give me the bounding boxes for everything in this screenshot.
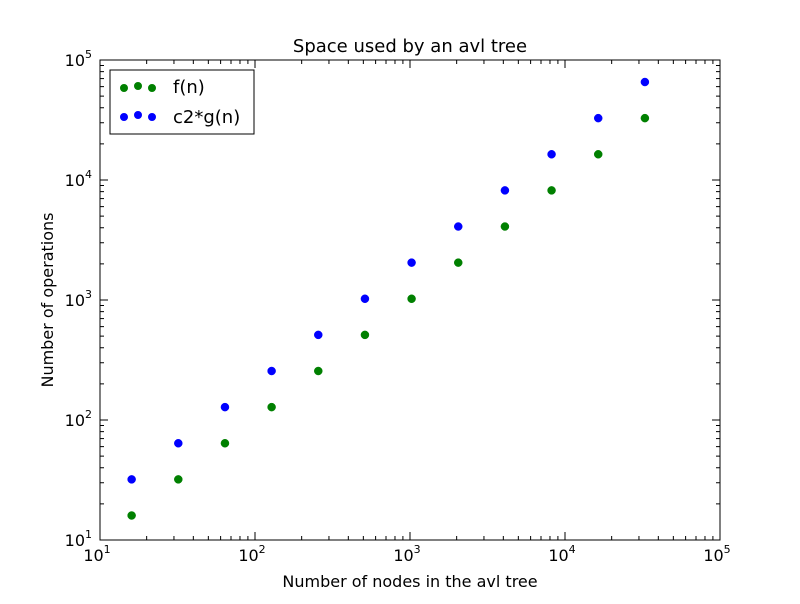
data-point-series-1 [127, 511, 136, 520]
legend: f(n) c2*g(n) [109, 69, 255, 135]
data-point-series-1 [454, 258, 463, 267]
legend-marker-series-1 [134, 82, 142, 90]
data-point-series-1 [314, 366, 323, 376]
data-point-series-1 [220, 439, 230, 448]
y-tick-label: 103 [65, 288, 92, 310]
y-tick-label-exponent: 5 [85, 48, 92, 61]
x-tick-label-base: 10 [238, 546, 258, 565]
x-tick-label: 104 [548, 543, 575, 565]
y-tick-label: 101 [65, 528, 92, 550]
y-tick-label-base: 10 [65, 171, 85, 190]
y-tick-label-base: 10 [65, 291, 85, 310]
x-axis-label: Number of nodes in the avl tree [282, 572, 537, 591]
legend-marker-series-1 [120, 84, 128, 92]
data-point-series-1 [267, 402, 276, 412]
data-point-series-2 [407, 258, 416, 267]
y-tick-label-base: 10 [65, 51, 85, 70]
legend-markers [120, 82, 156, 121]
legend-label-series-2: c2*g(n) [173, 107, 240, 128]
data-point-series-2 [547, 150, 556, 159]
x-tick-label-base: 10 [548, 546, 568, 565]
data-point-series-1 [640, 113, 650, 123]
data-point-series-2 [174, 439, 183, 448]
x-tick-label-base: 10 [703, 546, 723, 565]
data-point-series-2 [314, 330, 323, 340]
y-tick-label-base: 10 [65, 411, 85, 430]
x-tick-label-base: 10 [83, 546, 103, 565]
x-tick-label-exponent: 1 [104, 543, 111, 556]
legend-marker-series-2 [148, 113, 156, 121]
legend-marker-series-1 [148, 84, 156, 92]
y-axis-label: Number of operations [38, 212, 57, 387]
data-point-series-2 [454, 222, 463, 231]
data-point-series-2 [127, 475, 136, 484]
x-tick-label: 101 [83, 543, 110, 565]
data-point-series-1 [174, 475, 183, 484]
legend-marker-series-2 [134, 111, 142, 119]
x-tick-label-exponent: 5 [724, 543, 731, 556]
y-tick-label-base: 10 [65, 531, 85, 550]
legend-frame [109, 69, 255, 135]
data-point-series-2 [360, 294, 370, 304]
x-tick-labels: 101 102 103 104 105 [83, 543, 730, 565]
legend-marker-series-2 [120, 113, 128, 121]
y-tick-label: 104 [65, 168, 92, 190]
axis-ticks [99, 59, 721, 541]
x-tick-label-base: 10 [393, 546, 413, 565]
data-point-series-2 [593, 113, 603, 123]
data-points [127, 77, 650, 520]
y-tick-label: 105 [65, 48, 92, 70]
x-tick-label: 105 [703, 543, 730, 565]
data-point-series-1 [407, 294, 416, 304]
x-tick-label-exponent: 2 [259, 543, 266, 556]
y-tick-label-exponent: 2 [85, 408, 92, 421]
data-point-series-2 [500, 186, 510, 195]
data-point-series-2 [267, 366, 276, 376]
data-point-series-1 [547, 186, 556, 195]
data-point-series-1 [500, 222, 510, 231]
data-point-series-2 [640, 77, 650, 87]
y-tick-label-exponent: 3 [85, 288, 92, 301]
y-tick-label-exponent: 1 [85, 528, 92, 541]
x-tick-label-exponent: 4 [569, 543, 576, 556]
x-tick-label-exponent: 3 [414, 543, 421, 556]
y-tick-label: 102 [65, 408, 92, 430]
x-tick-label: 103 [393, 543, 420, 565]
data-point-series-2 [220, 402, 230, 412]
x-tick-label: 102 [238, 543, 265, 565]
legend-label-series-1: f(n) [173, 77, 205, 98]
y-tick-label-exponent: 4 [85, 168, 92, 181]
data-point-series-1 [360, 330, 370, 340]
data-point-series-1 [593, 150, 603, 159]
chart-title: Space used by an avl tree [293, 36, 527, 57]
